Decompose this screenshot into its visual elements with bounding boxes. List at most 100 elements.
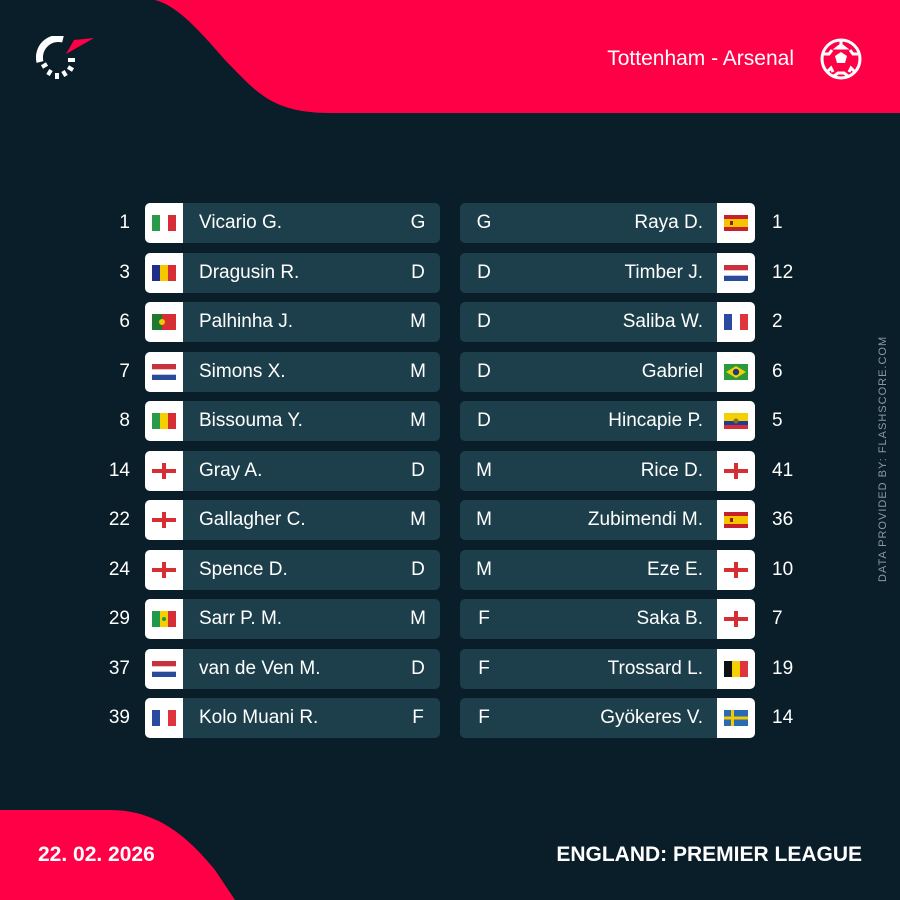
flag-box bbox=[145, 401, 183, 441]
match-date: 22. 02. 2026 bbox=[38, 843, 155, 866]
shirt-number: 37 bbox=[108, 657, 130, 679]
player-row[interactable]: Spence D. D bbox=[145, 549, 440, 590]
player-row[interactable]: D Saliba W. bbox=[460, 302, 755, 342]
player-name: Hincapie P. bbox=[608, 410, 703, 431]
flag-spain-icon bbox=[724, 215, 748, 231]
player-row[interactable]: D Hincapie P. bbox=[460, 401, 755, 441]
shirt-number: 36 bbox=[772, 509, 794, 530]
flag-box bbox=[145, 698, 183, 738]
player-position: G bbox=[410, 212, 426, 233]
shirt-number: 19 bbox=[772, 657, 794, 679]
player-row[interactable]: Simons X. M bbox=[145, 351, 440, 392]
flag-box bbox=[145, 351, 183, 392]
player-name: Simons X. bbox=[199, 360, 286, 382]
player-row[interactable]: D Gabriel bbox=[460, 351, 755, 392]
flag-sweden-icon bbox=[724, 710, 748, 726]
shirt-number: 7 bbox=[772, 608, 783, 629]
flag-england-icon bbox=[152, 512, 176, 528]
player-row[interactable]: M Zubimendi M. bbox=[460, 500, 755, 540]
flag-netherlands-icon bbox=[724, 264, 748, 281]
player-name: Spence D. bbox=[199, 558, 288, 580]
player-row[interactable]: van de Ven M. D bbox=[145, 648, 440, 689]
shirt-number: 22 bbox=[108, 509, 130, 530]
player-row[interactable]: Dragusin R. D bbox=[145, 252, 440, 293]
player-name: Gyökeres V. bbox=[600, 707, 703, 728]
player-position: D bbox=[411, 558, 425, 580]
player-row[interactable]: Sarr P. M. M bbox=[145, 599, 440, 639]
flag-box bbox=[145, 302, 183, 342]
player-name: Vicario G. bbox=[199, 212, 283, 233]
player-position: M bbox=[476, 459, 492, 481]
shirt-number: 39 bbox=[108, 707, 130, 728]
player-position: F bbox=[412, 707, 424, 728]
player-position: D bbox=[477, 360, 491, 382]
flag-italy-icon bbox=[152, 215, 176, 231]
shirt-number: 6 bbox=[772, 360, 783, 382]
player-name: Kolo Muani R. bbox=[199, 707, 319, 728]
flag-spain-icon bbox=[724, 512, 748, 528]
player-position: F bbox=[478, 657, 490, 679]
player-name: Rice D. bbox=[640, 459, 703, 481]
player-position: D bbox=[477, 261, 491, 283]
flag-box bbox=[717, 401, 755, 441]
player-row[interactable]: F Trossard L. bbox=[460, 648, 755, 689]
match-title: Tottenham - Arsenal bbox=[607, 47, 794, 70]
flag-england-icon bbox=[724, 561, 748, 578]
header-red-shape bbox=[155, 0, 900, 113]
flag-england-icon bbox=[724, 611, 748, 627]
player-row[interactable]: G Raya D. bbox=[460, 203, 755, 243]
player-position: G bbox=[476, 212, 492, 233]
player-name: Saliba W. bbox=[622, 311, 703, 332]
player-row[interactable]: Kolo Muani R. F bbox=[145, 698, 440, 738]
player-name: Gallagher C. bbox=[199, 509, 306, 530]
soccer-ball-icon bbox=[820, 38, 862, 80]
flag-romania-icon bbox=[152, 264, 176, 281]
player-name: Gabriel bbox=[641, 360, 703, 382]
player-name: Timber J. bbox=[624, 261, 703, 283]
player-row[interactable]: Palhinha J. M bbox=[145, 302, 440, 342]
player-row[interactable]: Gray A. D bbox=[145, 450, 440, 491]
player-name: Bissouma Y. bbox=[199, 410, 303, 431]
flag-box bbox=[145, 599, 183, 639]
shirt-number: 7 bbox=[119, 360, 130, 382]
player-name: Raya D. bbox=[634, 212, 703, 233]
player-row[interactable]: M Eze E. bbox=[460, 549, 755, 590]
player-name: Sarr P. M. bbox=[199, 608, 283, 629]
flag-box bbox=[717, 302, 755, 342]
flag-box bbox=[145, 549, 183, 590]
player-row[interactable]: F Gyökeres V. bbox=[460, 698, 755, 738]
player-name: Eze E. bbox=[647, 558, 703, 580]
player-position: F bbox=[478, 707, 490, 728]
data-credit: DATA PROVIDED BY: FLASHSCORE.COM bbox=[877, 335, 889, 582]
player-position: D bbox=[411, 657, 425, 679]
flag-box bbox=[145, 648, 183, 689]
player-position: M bbox=[476, 558, 492, 580]
shirt-number: 14 bbox=[772, 707, 794, 728]
shirt-number: 2 bbox=[772, 311, 783, 332]
league-name: ENGLAND: PREMIER LEAGUE bbox=[556, 843, 862, 866]
player-row[interactable]: Bissouma Y. M bbox=[145, 401, 440, 441]
player-position: M bbox=[410, 509, 426, 530]
footer-red-shape bbox=[0, 810, 235, 900]
player-position: D bbox=[411, 459, 425, 481]
flag-box bbox=[717, 698, 755, 738]
player-row[interactable]: F Saka B. bbox=[460, 599, 755, 639]
flag-box bbox=[145, 500, 183, 540]
flag-france-icon bbox=[724, 314, 748, 330]
flag-senegal-icon bbox=[152, 611, 176, 627]
player-name: Gray A. bbox=[199, 459, 263, 481]
shirt-number: 1 bbox=[119, 212, 130, 233]
player-position: D bbox=[411, 261, 425, 283]
player-row[interactable]: Vicario G. G bbox=[145, 203, 440, 243]
shirt-number: 6 bbox=[119, 311, 130, 332]
player-row[interactable]: D Timber J. bbox=[460, 252, 755, 293]
flag-netherlands-icon bbox=[152, 363, 176, 380]
player-name: Dragusin R. bbox=[199, 261, 300, 283]
shirt-number: 24 bbox=[108, 558, 130, 580]
flag-box bbox=[717, 500, 755, 540]
flag-box bbox=[145, 203, 183, 243]
player-row[interactable]: M Rice D. bbox=[460, 450, 755, 491]
flag-netherlands-icon bbox=[152, 660, 176, 677]
player-row[interactable]: Gallagher C. M bbox=[145, 500, 440, 540]
flag-box bbox=[717, 203, 755, 243]
